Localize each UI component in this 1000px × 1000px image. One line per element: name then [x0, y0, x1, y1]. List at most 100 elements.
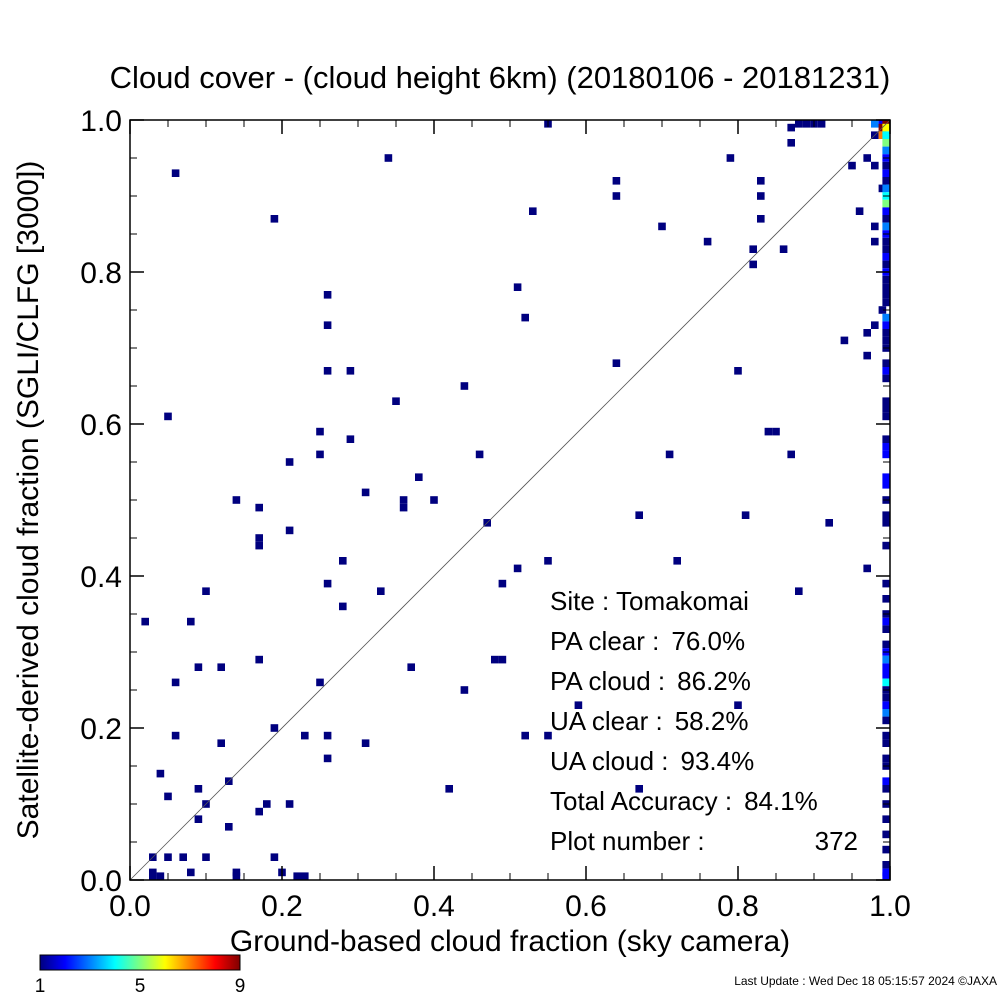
heatmap-cell: [323, 579, 332, 588]
heatmap-cell: [882, 640, 890, 649]
heatmap-cell: [612, 177, 621, 185]
x-tick-label: 0.0: [109, 890, 151, 923]
heatmap-cell: [635, 511, 643, 519]
heatmap-cell: [882, 579, 890, 588]
heatmap-cell: [882, 716, 890, 725]
heatmap-cell: [882, 260, 890, 269]
stat-value: 86.2%: [677, 666, 751, 696]
heatmap-cell: [141, 617, 149, 626]
heatmap-cell: [795, 587, 803, 595]
heatmap-cell: [255, 534, 263, 542]
heatmap-cell: [521, 313, 529, 322]
heatmap-cell: [882, 739, 890, 747]
colorbar-tick-label: 5: [135, 976, 146, 997]
x-axis-label: Ground-based cloud fraction (sky camera): [230, 925, 790, 958]
heatmap-cell: [882, 671, 890, 679]
heatmap-cell: [263, 800, 271, 808]
heatmap-cell: [882, 161, 890, 170]
stat-label: PA cloud :: [550, 666, 665, 696]
heatmap-cell: [882, 701, 890, 709]
heatmap-cell: [612, 359, 621, 367]
heatmap-cell: [878, 131, 887, 139]
heatmap-cell: [882, 655, 890, 664]
heatmap-cell: [882, 450, 890, 459]
heatmap-cell: [346, 435, 355, 443]
heatmap-cells: [141, 120, 890, 880]
heatmap-cell: [882, 253, 890, 261]
heatmap-cell: [882, 519, 890, 527]
heatmap-cell: [316, 450, 324, 459]
y-axis-label: Satellite-derived cloud fraction (SGLI/C…: [12, 161, 45, 840]
heatmap-cell: [882, 139, 890, 147]
stat-label: PA clear :: [550, 626, 659, 656]
heatmap-cell: [882, 678, 890, 687]
heatmap-cell: [255, 541, 263, 550]
heatmap-cell: [882, 283, 890, 291]
stat-line: Site : Tomakomai: [550, 586, 749, 616]
stat-line: Total Accuracy : 84.1%: [550, 786, 818, 816]
heatmap-cell: [323, 321, 332, 329]
heatmap-cell: [399, 496, 408, 504]
heatmap-cell: [293, 872, 301, 880]
heatmap-cell: [323, 731, 332, 740]
heatmap-cell: [787, 450, 795, 459]
heatmap-cell: [665, 450, 674, 459]
stat-line: PA cloud : 86.2%: [550, 666, 751, 696]
y-tick-label: 0.8: [80, 257, 122, 290]
heatmap-cell: [285, 800, 294, 808]
heatmap-cell: [882, 541, 890, 550]
heatmap-cell: [882, 481, 890, 489]
heatmap-cell: [882, 872, 890, 880]
heatmap-cell: [871, 237, 879, 246]
heatmap-cell: [882, 367, 890, 375]
heatmap-cell: [882, 131, 890, 139]
heatmap-cell: [882, 359, 890, 367]
heatmap-cell: [882, 785, 890, 793]
heatmap-cell: [882, 861, 890, 869]
heatmap-cell: [445, 785, 453, 793]
heatmap-cell: [882, 709, 890, 717]
y-tick-label: 0.4: [80, 561, 122, 594]
stat-line: PA clear : 76.0%: [550, 626, 745, 656]
heatmap-cell: [202, 587, 210, 595]
heatmap-cell: [882, 511, 890, 519]
heatmap-cell: [232, 868, 241, 877]
heatmap-cell: [301, 872, 309, 880]
heatmap-cell: [882, 146, 890, 155]
heatmap-cell: [882, 845, 890, 854]
stat-line: Plot number : 372: [550, 826, 858, 856]
heatmap-cell: [757, 177, 765, 185]
heatmap-cell: [726, 154, 735, 162]
heatmap-cell: [498, 579, 507, 588]
heatmap-cell: [882, 473, 890, 481]
heatmap-cell: [156, 872, 165, 880]
stat-label: Site : Tomakomai: [550, 586, 749, 616]
y-tick-label: 0.0: [80, 865, 122, 898]
heatmap-cell: [878, 184, 887, 193]
heatmap-cell: [871, 321, 879, 329]
heatmap-cell: [430, 496, 438, 504]
heatmap-cell: [703, 237, 712, 246]
stat-label: Total Accuracy :: [550, 786, 732, 816]
heatmap-cell: [498, 655, 507, 664]
heatmap-cell: [882, 868, 890, 877]
heatmap-cell: [882, 435, 890, 443]
x-tick-label: 0.2: [261, 890, 303, 923]
heatmap-cell: [863, 351, 871, 360]
heatmap-cell: [232, 496, 241, 504]
heatmap-cell: [840, 336, 849, 345]
heatmap-cell: [301, 731, 309, 740]
heatmap-cell: [757, 192, 765, 200]
x-tick-label: 0.8: [717, 890, 759, 923]
heatmap-cell: [863, 564, 871, 573]
colorbar-gradient: [39, 954, 241, 971]
heatmap-cell: [149, 872, 157, 880]
heatmap-cell: [149, 868, 157, 877]
heatmap-cell: [882, 374, 890, 383]
heatmap-cell: [882, 663, 890, 671]
heatmap-cell: [194, 815, 203, 823]
heatmap-cell: [635, 785, 643, 793]
heatmap-cell: [882, 184, 890, 193]
x-tick-label: 1.0: [869, 890, 911, 923]
heatmap-cell: [863, 154, 871, 162]
